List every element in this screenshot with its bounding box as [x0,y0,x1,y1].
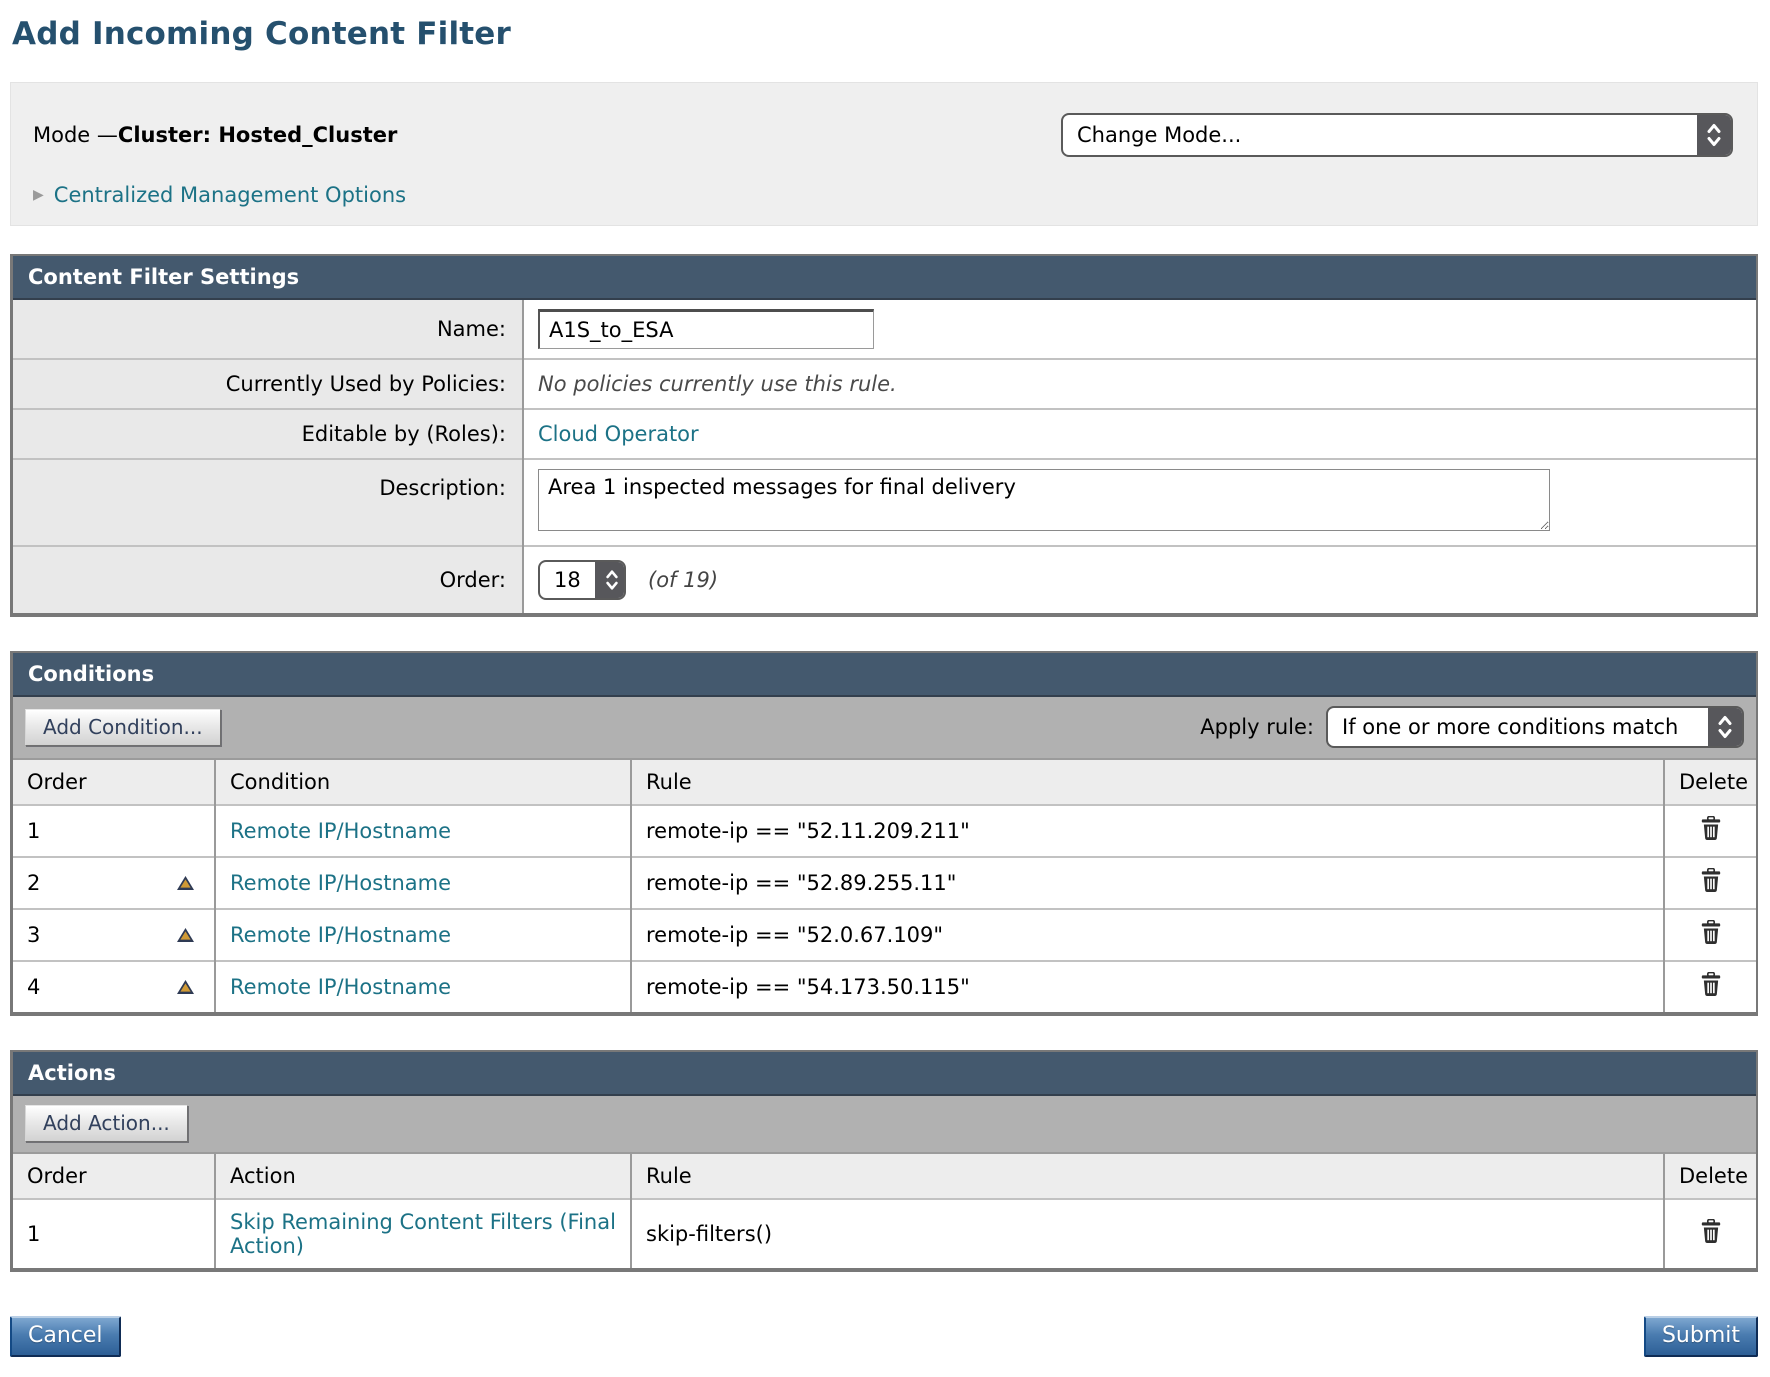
name-input[interactable] [538,309,874,349]
condition-link[interactable]: Remote IP/Hostname [230,923,452,947]
move-up-icon[interactable] [177,980,194,994]
table-row: 1 Remote IP/Hostname remote-ip == "52.11… [13,804,1756,857]
condition-link[interactable]: Remote IP/Hostname [230,819,452,843]
condition-order: 3 [27,923,41,947]
footer-buttons: Cancel Submit [10,1316,1758,1357]
select-spinner-icon[interactable] [1697,115,1731,155]
order-total-text: (of 19) [648,568,719,592]
select-spinner-icon[interactable] [1708,708,1742,746]
rule-column-header: Rule [631,760,1665,805]
table-row: Editable by (Roles): Cloud Operator [13,408,1756,459]
table-row: 4 Remote IP/Hostname remote-ip == "54.17… [13,960,1756,1012]
currently-used-value: No policies currently use this rule. [538,372,897,396]
condition-order: 4 [27,975,41,999]
actions-header: Actions [13,1052,1756,1096]
condition-rule: remote-ip == "52.11.209.211" [646,819,970,843]
conditions-toolbar: Add Condition... Apply rule: If one or m… [13,697,1756,760]
page-title: Add Incoming Content Filter [12,16,512,52]
move-up-icon[interactable] [177,876,194,890]
condition-link[interactable]: Remote IP/Hostname [230,871,452,895]
actions-toolbar: Add Action... [13,1096,1756,1154]
order-select[interactable]: 18 [538,560,626,600]
action-order: 1 [27,1222,41,1246]
change-mode-selected-value: Change Mode... [1077,123,1242,147]
table-row: 2 Remote IP/Hostname remote-ip == "52.89… [13,856,1756,909]
delete-trash-icon[interactable] [1700,1219,1722,1244]
apply-rule-label: Apply rule: [1200,715,1314,739]
cancel-button[interactable]: Cancel [10,1316,121,1357]
order-column-header: Order [13,760,216,805]
delete-trash-icon[interactable] [1700,816,1722,841]
delete-column-header: Delete [1664,760,1756,805]
select-spinner-icon[interactable] [594,562,624,598]
change-mode-select[interactable]: Change Mode... [1061,113,1733,157]
table-header-row: Order Condition Rule Delete [13,760,1756,805]
cloud-operator-link[interactable]: Cloud Operator [538,422,699,446]
content-filter-settings-section: Content Filter Settings Name: Currently … [10,254,1758,617]
mode-label: Mode — [33,123,118,147]
table-row: Currently Used by Policies: No policies … [13,358,1756,409]
delete-column-header: Delete [1664,1154,1756,1199]
delete-trash-icon[interactable] [1700,868,1722,893]
delete-trash-icon[interactable] [1700,972,1722,997]
add-condition-button[interactable]: Add Condition... [25,708,221,746]
order-selected-value: 18 [554,568,581,592]
description-textarea[interactable]: Area 1 inspected messages for final deli… [538,469,1550,531]
add-action-button[interactable]: Add Action... [25,1105,188,1142]
table-row: Name: [13,300,1756,359]
conditions-section: Conditions Add Condition... Apply rule: … [10,651,1758,1016]
condition-rule: remote-ip == "52.0.67.109" [646,923,944,947]
apply-rule-selected-value: If one or more conditions match [1342,715,1679,739]
order-column-header: Order [13,1154,216,1199]
table-row: 3 Remote IP/Hostname remote-ip == "52.0.… [13,908,1756,961]
table-row: Order: 18 (of 19) [13,545,1756,613]
expand-triangle-icon[interactable]: ▶ [33,187,44,203]
name-label: Name: [13,300,524,359]
editable-by-roles-label: Editable by (Roles): [13,408,524,459]
description-label: Description: [13,458,524,546]
mode-value: Cluster: Hosted_Cluster [117,123,398,147]
mode-text: Mode —Cluster: Hosted_Cluster [33,123,397,147]
submit-button[interactable]: Submit [1643,1316,1758,1357]
action-column-header: Action [215,1154,632,1199]
table-row: 1 Skip Remaining Content Filters (Final … [13,1198,1756,1268]
action-rule: skip-filters() [646,1222,773,1246]
condition-order: 2 [27,871,41,895]
order-label: Order: [13,545,524,613]
mode-panel: Mode —Cluster: Hosted_Cluster Change Mod… [10,82,1758,226]
table-row: Description: Area 1 inspected messages f… [13,458,1756,546]
apply-rule-select[interactable]: If one or more conditions match [1326,706,1744,748]
delete-trash-icon[interactable] [1700,920,1722,945]
table-header-row: Order Action Rule Delete [13,1154,1756,1199]
actions-section: Actions Add Action... Order Action Rule … [10,1050,1758,1272]
move-up-icon[interactable] [177,928,194,942]
content-filter-settings-header: Content Filter Settings [13,256,1756,300]
condition-order: 1 [27,819,41,843]
centralized-management-options-link[interactable]: Centralized Management Options [53,183,407,207]
condition-rule: remote-ip == "52.89.255.11" [646,871,957,895]
action-link[interactable]: Skip Remaining Content Filters (Final Ac… [230,1210,616,1258]
currently-used-label: Currently Used by Policies: [13,358,524,409]
condition-rule: remote-ip == "54.173.50.115" [646,975,970,999]
condition-column-header: Condition [215,760,632,805]
condition-link[interactable]: Remote IP/Hostname [230,975,452,999]
conditions-header: Conditions [13,653,1756,697]
rule-column-header: Rule [631,1154,1665,1199]
